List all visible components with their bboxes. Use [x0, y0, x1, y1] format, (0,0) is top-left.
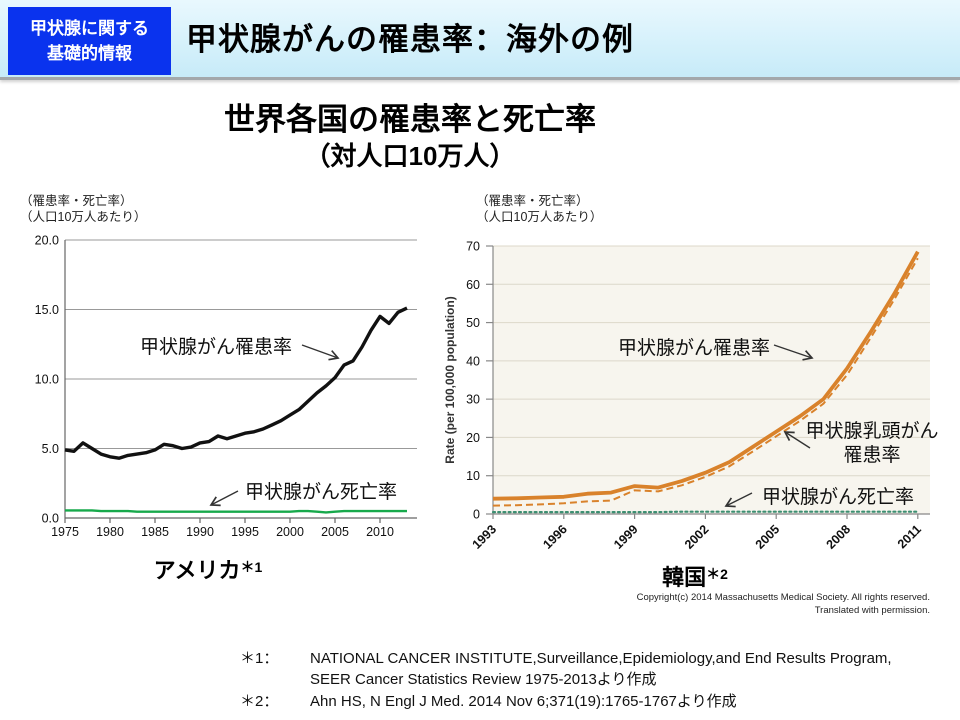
svg-text:2000: 2000: [276, 525, 304, 539]
us-unit-line1: （罹患率・死亡率）: [20, 194, 133, 208]
svg-text:50: 50: [466, 316, 480, 330]
footnote-2-line1: Ahn HS, N Engl J Med. 2014 Nov 6;371(19)…: [310, 692, 737, 710]
header-bar: 甲状腺に関する 基礎的情報 甲状腺がんの罹患率：海外の例: [0, 0, 960, 80]
svg-text:2005: 2005: [321, 525, 349, 539]
footnote-1-label: ＊1：: [240, 650, 279, 667]
copyright-line1: Copyright(c) 2014 Massachusetts Medical …: [636, 592, 930, 603]
svg-text:15.0: 15.0: [35, 303, 59, 317]
svg-text:0.0: 0.0: [42, 512, 59, 526]
svg-text:1985: 1985: [141, 525, 169, 539]
korea-papillary-annotation-line2: 罹患率: [843, 444, 900, 466]
footnote-2-label: ＊2：: [240, 692, 279, 710]
footnote-1-line2: SEER Cancer Statistics Review 1975-2013よ…: [310, 671, 657, 689]
main-title-block: 世界各国の罹患率と死亡率 （対人口10万人）: [0, 100, 820, 174]
korea-papillary-arrow-icon: [783, 431, 811, 449]
page-title: 甲状腺がんの罹患率：海外の例: [186, 22, 634, 57]
us-chart-unit-label: （罹患率・死亡率） （人口10万人あたり）: [20, 193, 146, 226]
svg-text:70: 70: [466, 240, 480, 254]
svg-text:2002: 2002: [682, 522, 712, 552]
us-incidence-annotation: 甲状腺がん罹患率: [140, 336, 292, 358]
us-country-name: アメリカ: [153, 558, 241, 583]
svg-text:20.0: 20.0: [35, 234, 59, 248]
category-badge: 甲状腺に関する 基礎的情報: [8, 7, 171, 75]
svg-text:10.0: 10.0: [35, 373, 59, 387]
svg-text:2008: 2008: [824, 522, 854, 552]
svg-text:5.0: 5.0: [42, 442, 59, 456]
footnotes: ＊1： NATIONAL CANCER INSTITUTE,Surveillan…: [240, 648, 950, 712]
svg-text:1975: 1975: [51, 525, 79, 539]
svg-text:20: 20: [466, 431, 480, 445]
us-country-ref: ＊1: [240, 559, 263, 575]
us-mortality-annotation: 甲状腺がん死亡率: [245, 481, 397, 503]
svg-text:1993: 1993: [470, 522, 500, 552]
svg-text:1999: 1999: [611, 522, 641, 552]
korea-line-chart: 0 10 20 30 40 50 60 70 1993 1996 1999 2002 2005 2008 2…: [443, 240, 939, 552]
svg-text:1995: 1995: [231, 525, 259, 539]
badge-line1: 甲状腺に関する: [30, 18, 149, 38]
us-unit-line2: （人口10万人あたり）: [20, 210, 147, 225]
kr-unit-line2: （人口10万人あたり）: [476, 210, 603, 225]
korea-papillary-annotation-line1: 甲状腺乳頭がん: [805, 420, 938, 442]
svg-text:0: 0: [473, 508, 480, 522]
footnote-1: ＊1： NATIONAL CANCER INSTITUTE,Surveillan…: [240, 648, 950, 691]
korea-country-ref: ＊2: [706, 566, 728, 582]
korea-country-name: 韓国: [662, 565, 707, 590]
korea-chart-unit-label: （罹患率・死亡率） （人口10万人あたり）: [476, 193, 602, 226]
us-country-label: アメリカ＊1: [58, 553, 358, 585]
svg-text:2010: 2010: [366, 525, 394, 539]
svg-text:60: 60: [466, 278, 480, 292]
badge-line2: 基礎的情報: [47, 44, 132, 63]
us-mortality-arrow-icon: [209, 490, 239, 507]
footnote-1-line1: NATIONAL CANCER INSTITUTE,Surveillance,E…: [310, 650, 892, 667]
korea-country-label: 韓国＊2: [545, 560, 845, 592]
copyright-notice: Copyright(c) 2014 Massachusetts Medical …: [590, 591, 930, 618]
main-title-line1: 世界各国の罹患率と死亡率: [224, 102, 596, 137]
svg-text:40: 40: [466, 354, 480, 368]
svg-text:10: 10: [466, 469, 480, 483]
main-title-line2: （対人口10万人）: [304, 141, 516, 172]
svg-text:2005: 2005: [753, 522, 783, 552]
korea-incidence-arrow-icon: [773, 344, 814, 361]
svg-text:1990: 1990: [186, 525, 214, 539]
us-plot-area: 0.0 5.0 10.0 15.0 20.0 1975 1980 1985 1990 1995 20…: [35, 234, 417, 539]
copyright-line2: Translated with permission.: [814, 605, 930, 617]
us-line-chart: 0.0 5.0 10.0 15.0 20.0 1975 1980 1985 1990 1995 20…: [35, 234, 417, 539]
footnote-2: ＊2： Ahn HS, N Engl J Med. 2014 Nov 6;371…: [240, 691, 950, 712]
korea-mortality-annotation: 甲状腺がん死亡率: [762, 486, 914, 508]
svg-text:2011: 2011: [895, 522, 924, 551]
svg-text:30: 30: [466, 393, 480, 407]
korea-y-axis-label: Rate (per 100,000 population): [443, 296, 457, 463]
korea-mortality-arrow-icon: [724, 492, 753, 508]
svg-text:1980: 1980: [96, 525, 124, 539]
svg-text:1996: 1996: [540, 522, 570, 552]
korea-plot-area: 0 10 20 30 40 50 60 70 1993 1996 1999 2002 2005 2008 2…: [466, 240, 930, 552]
kr-unit-line1: （罹患率・死亡率）: [476, 194, 589, 208]
us-incidence-arrow-icon: [301, 344, 340, 361]
korea-incidence-annotation: 甲状腺がん罹患率: [618, 337, 770, 359]
